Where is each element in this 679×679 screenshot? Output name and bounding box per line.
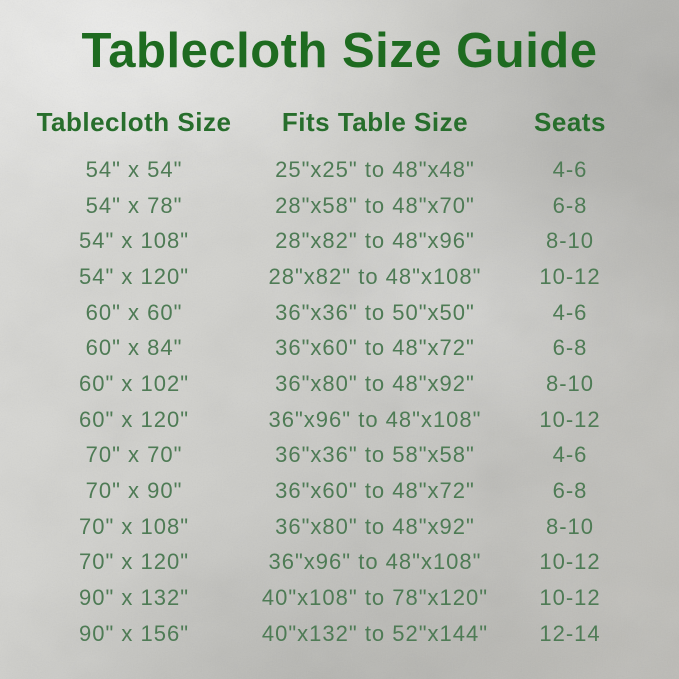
fits-table-size-cell: 36"x80" to 48"x92" <box>275 370 475 396</box>
seats-cell: 6-8 <box>552 192 588 218</box>
table-row: 70" x 70" 36"x36" to 58"x58" 4-6 <box>8 438 679 474</box>
tablecloth-size-cell: 60" x 84" <box>85 335 183 361</box>
tablecloth-size-cell: 70" x 70" <box>85 442 183 468</box>
table-header-row: Tablecloth Size Fits Table Size Seats <box>8 107 679 137</box>
seats-cell: 10-12 <box>539 549 601 575</box>
fits-table-size-cell: 28"x58" to 48"x70" <box>275 192 475 218</box>
tablecloth-size-cell: 54" x 108" <box>78 228 190 254</box>
table-row: 54" x 54" 25"x25" to 48"x48" 4-6 <box>8 152 679 188</box>
table-row: 54" x 120" 28"x82" to 48"x108" 10-12 <box>8 259 679 295</box>
header-fits-table-size: Fits Table Size <box>281 107 469 137</box>
fits-table-size-cell: 36"x60" to 48"x72" <box>275 478 475 504</box>
seats-cell: 6-8 <box>552 478 588 504</box>
tablecloth-size-cell: 60" x 102" <box>78 370 190 396</box>
tablecloth-size-cell: 54" x 78" <box>85 192 183 218</box>
table-row: 90" x 156" 40"x132" to 52"x144" 12-14 <box>8 616 679 652</box>
fits-table-size-cell: 36"x96" to 48"x108" <box>268 406 482 432</box>
page-title: Tablecloth Size Guide <box>81 24 598 78</box>
tablecloth-size-cell: 90" x 132" <box>78 585 190 611</box>
fits-table-size-cell: 36"x80" to 48"x92" <box>275 513 475 539</box>
header-tablecloth-size: Tablecloth Size <box>36 107 232 137</box>
fits-table-size-cell: 28"x82" to 48"x108" <box>268 263 482 289</box>
tablecloth-size-cell: 54" x 54" <box>85 156 183 182</box>
fits-table-size-cell: 40"x132" to 52"x144" <box>261 620 489 646</box>
seats-cell: 10-12 <box>539 585 601 611</box>
seats-cell: 12-14 <box>539 620 601 646</box>
seats-cell: 8-10 <box>545 370 595 396</box>
tablecloth-size-cell: 90" x 156" <box>78 620 190 646</box>
table-row: 90" x 132" 40"x108" to 78"x120" 10-12 <box>8 580 679 616</box>
fits-table-size-cell: 36"x36" to 50"x50" <box>275 299 475 325</box>
seats-cell: 4-6 <box>552 442 588 468</box>
tablecloth-size-cell: 70" x 90" <box>85 478 183 504</box>
tablecloth-size-cell: 70" x 120" <box>78 549 190 575</box>
seats-cell: 6-8 <box>552 335 588 361</box>
fits-table-size-cell: 36"x96" to 48"x108" <box>268 549 482 575</box>
table-row: 60" x 60" 36"x36" to 50"x50" 4-6 <box>8 295 679 331</box>
table-row: 70" x 90" 36"x60" to 48"x72" 6-8 <box>8 473 679 509</box>
tablecloth-size-cell: 70" x 108" <box>78 513 190 539</box>
tablecloth-size-cell: 60" x 120" <box>78 406 190 432</box>
table-row: 54" x 108" 28"x82" to 48"x96" 8-10 <box>8 223 679 259</box>
seats-cell: 4-6 <box>552 299 588 325</box>
seats-cell: 8-10 <box>545 228 595 254</box>
size-table: Tablecloth Size Fits Table Size Seats 54… <box>0 107 679 652</box>
table-row: 54" x 78" 28"x58" to 48"x70" 6-8 <box>8 188 679 224</box>
tablecloth-size-cell: 54" x 120" <box>78 263 190 289</box>
header-seats: Seats <box>534 107 606 137</box>
table-row: 60" x 120" 36"x96" to 48"x108" 10-12 <box>8 402 679 438</box>
fits-table-size-cell: 36"x36" to 58"x58" <box>275 442 475 468</box>
fits-table-size-cell: 40"x108" to 78"x120" <box>261 585 489 611</box>
fits-table-size-cell: 25"x25" to 48"x48" <box>275 156 475 182</box>
seats-cell: 10-12 <box>539 406 601 432</box>
seats-cell: 10-12 <box>539 263 601 289</box>
seats-cell: 8-10 <box>545 513 595 539</box>
seats-cell: 4-6 <box>552 156 588 182</box>
table-body: 54" x 54" 25"x25" to 48"x48" 4-6 54" x 7… <box>8 152 679 652</box>
fits-table-size-cell: 36"x60" to 48"x72" <box>275 335 475 361</box>
table-row: 70" x 120" 36"x96" to 48"x108" 10-12 <box>8 545 679 581</box>
table-row: 70" x 108" 36"x80" to 48"x92" 8-10 <box>8 509 679 545</box>
table-row: 60" x 84" 36"x60" to 48"x72" 6-8 <box>8 330 679 366</box>
table-row: 60" x 102" 36"x80" to 48"x92" 8-10 <box>8 366 679 402</box>
fits-table-size-cell: 28"x82" to 48"x96" <box>275 228 475 254</box>
tablecloth-size-cell: 60" x 60" <box>85 299 183 325</box>
